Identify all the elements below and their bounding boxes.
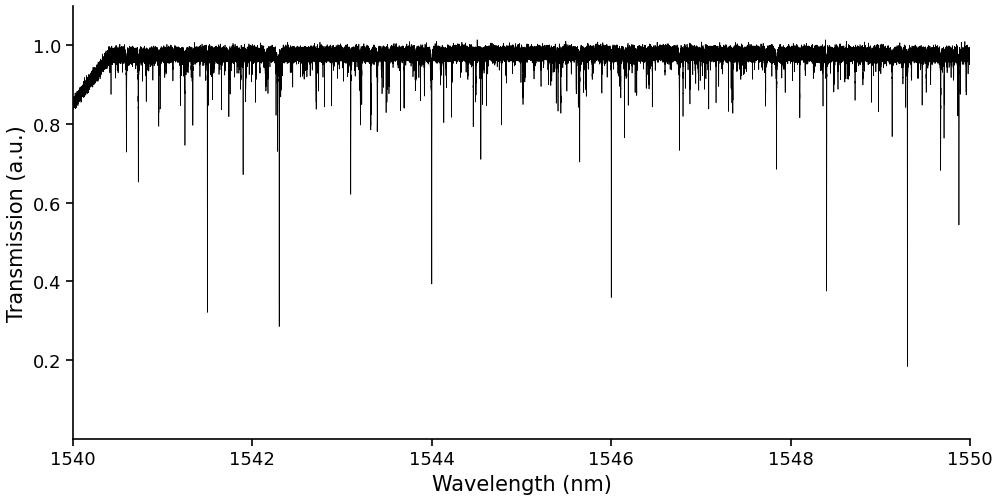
- Y-axis label: Transmission (a.u.): Transmission (a.u.): [7, 125, 27, 321]
- X-axis label: Wavelength (nm): Wavelength (nm): [432, 474, 611, 494]
